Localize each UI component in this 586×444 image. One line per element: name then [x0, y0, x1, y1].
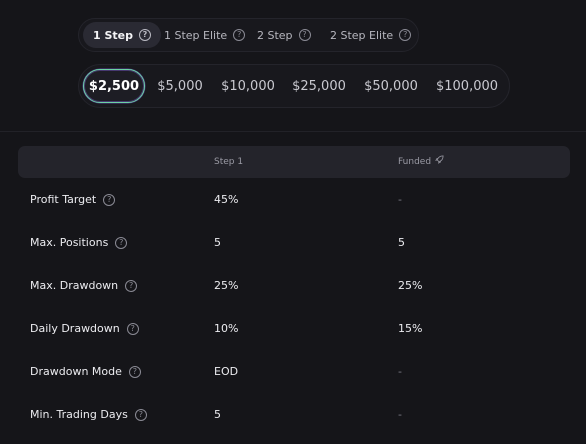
step1-value: 25% — [214, 279, 239, 292]
column-header-funded: Funded — [398, 146, 444, 178]
divider — [0, 131, 586, 132]
help-icon[interactable]: ? — [126, 323, 139, 335]
row-label-text: Max. Positions — [30, 236, 109, 249]
column-header-step-1: Step 1 — [214, 157, 244, 167]
funded-value: 15% — [398, 322, 423, 335]
table-row: Drawdown Mode ? EOD - — [0, 362, 586, 405]
size-option-100000[interactable]: $100,000 — [435, 78, 499, 94]
size-option-2500[interactable]: $2,500 — [83, 69, 145, 103]
help-icon[interactable]: ? — [103, 194, 116, 206]
row-label: Profit Target ? — [30, 190, 116, 210]
row-label: Max. Positions ? — [30, 233, 128, 253]
table-row: Daily Drawdown ? 10% 15% — [0, 319, 586, 362]
tab-1-step[interactable]: 1 Step ? — [83, 22, 161, 48]
help-icon[interactable]: ? — [399, 29, 412, 41]
row-label-text: Daily Drawdown — [30, 322, 120, 335]
size-option-10000[interactable]: $10,000 — [221, 78, 275, 94]
row-label: Max. Drawdown ? — [30, 276, 138, 296]
step1-value: 10% — [214, 322, 239, 335]
size-option-25000[interactable]: $25,000 — [292, 78, 346, 94]
tab-label: 2 Step Elite — [330, 28, 394, 42]
tab-label: 1 Step — [93, 28, 133, 42]
row-label-text: Profit Target — [30, 193, 97, 206]
table-header: Step 1 Funded — [18, 146, 570, 178]
tab-2-step[interactable]: 2 Step ? — [247, 22, 321, 48]
funded-value: 5 — [398, 236, 405, 249]
funded-value: - — [398, 408, 402, 421]
funded-value: - — [398, 193, 402, 206]
account-size-selector: $2,500 $5,000 $10,000 $25,000 $50,000 $1… — [78, 64, 510, 108]
row-label-text: Max. Drawdown — [30, 279, 119, 292]
tab-label: 1 Step Elite — [164, 28, 228, 42]
help-icon[interactable]: ? — [233, 29, 246, 41]
funded-value: - — [398, 365, 402, 378]
rocket-icon — [435, 146, 444, 178]
tab-2-step-elite[interactable]: 2 Step Elite ? — [320, 22, 421, 48]
tab-label: 2 Step — [257, 28, 293, 42]
rocket-icon-svg — [435, 155, 444, 164]
help-icon[interactable]: ? — [128, 366, 141, 378]
tab-1-step-elite[interactable]: 1 Step Elite ? — [154, 22, 255, 48]
help-icon[interactable]: ? — [298, 29, 311, 41]
column-header-funded-label: Funded — [398, 157, 432, 167]
row-label-text: Drawdown Mode — [30, 365, 122, 378]
row-label: Daily Drawdown ? — [30, 319, 139, 339]
step1-value: 45% — [214, 193, 239, 206]
funded-value: 25% — [398, 279, 423, 292]
help-icon[interactable]: ? — [125, 280, 138, 292]
help-icon[interactable]: ? — [139, 29, 151, 41]
table-row: Min. Trading Days ? 5 - — [0, 405, 586, 444]
step1-value: 5 — [214, 408, 221, 421]
table-row: Profit Target ? 45% - — [0, 190, 586, 233]
row-label: Min. Trading Days ? — [30, 405, 147, 425]
help-icon[interactable]: ? — [115, 237, 128, 249]
size-option-5000[interactable]: $5,000 — [157, 78, 203, 94]
row-label-text: Min. Trading Days — [30, 408, 128, 421]
size-option-50000[interactable]: $50,000 — [364, 78, 418, 94]
step1-value: EOD — [214, 365, 239, 378]
step-type-selector: 1 Step ? 1 Step Elite ? 2 Step ? 2 Step … — [78, 18, 419, 52]
help-icon[interactable]: ? — [134, 409, 147, 421]
table-row: Max. Drawdown ? 25% 25% — [0, 276, 586, 319]
row-label: Drawdown Mode ? — [30, 362, 141, 382]
table-row: Max. Positions ? 5 5 — [0, 233, 586, 276]
step1-value: 5 — [214, 236, 221, 249]
